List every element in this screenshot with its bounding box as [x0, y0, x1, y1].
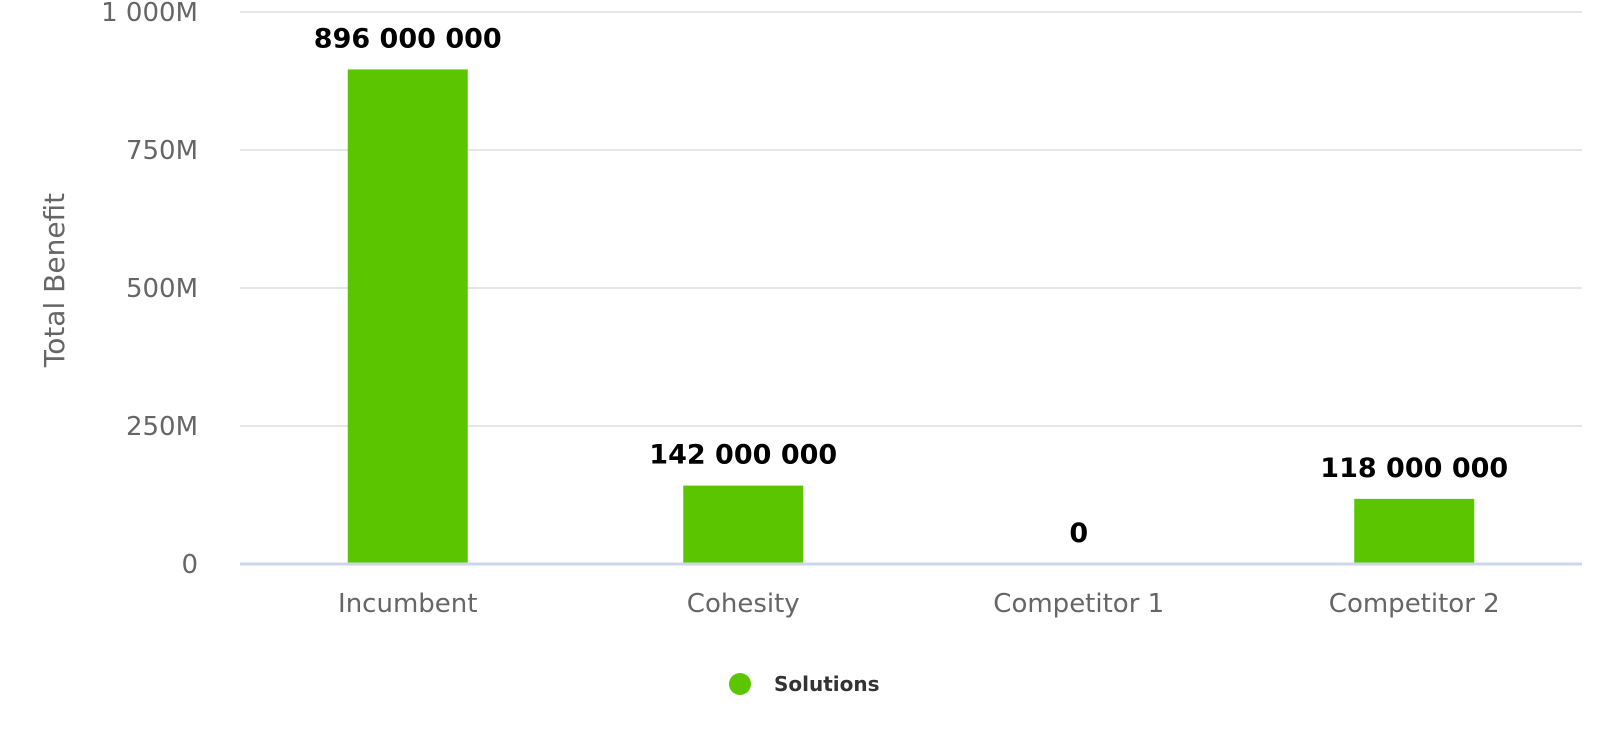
bar[interactable]: [683, 485, 804, 564]
y-axis-ticks: 0 250M 500M 750M 1 000M: [101, 0, 198, 580]
bars: [347, 69, 1475, 565]
y-tick-label: 750M: [126, 136, 198, 166]
data-label: 142 000 000: [649, 440, 837, 471]
data-label: 896 000 000: [314, 23, 502, 54]
y-tick-label: 1 000M: [101, 0, 198, 28]
legend-marker-icon: [729, 673, 751, 695]
legend[interactable]: Solutions: [729, 672, 880, 696]
legend-item-solutions[interactable]: Solutions: [774, 672, 880, 696]
data-label: 0: [1069, 518, 1088, 549]
data-label: 118 000 000: [1320, 453, 1508, 484]
y-tick-label: 500M: [126, 274, 198, 304]
x-axis-categories: Incumbent Cohesity Competitor 1 Competitor …: [338, 589, 1500, 619]
y-tick-label: 250M: [126, 412, 198, 442]
x-tick-label: Incumbent: [338, 589, 477, 619]
data-labels: 896 000 000 142 000 000 0 118 000 000: [314, 23, 1508, 549]
x-tick-label: Competitor 1: [993, 589, 1164, 619]
x-tick-label: Cohesity: [687, 589, 800, 619]
y-axis-title: Total Benefit: [38, 193, 71, 368]
bar[interactable]: [347, 69, 468, 565]
bar[interactable]: [1354, 498, 1475, 564]
y-tick-label: 0: [181, 550, 198, 580]
x-tick-label: Competitor 2: [1329, 589, 1500, 619]
